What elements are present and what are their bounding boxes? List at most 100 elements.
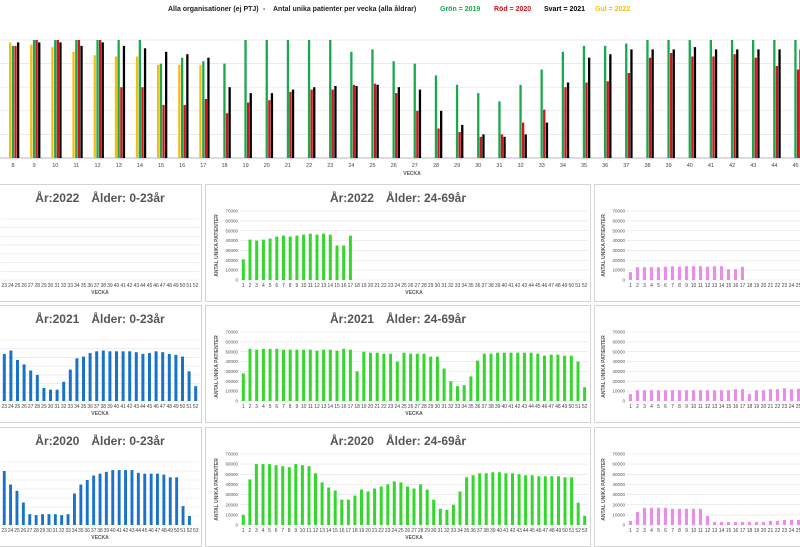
x-tick-label: 14 — [719, 528, 725, 534]
x-tick-label: 9 — [33, 163, 36, 169]
x-tick-label: 40 — [110, 528, 116, 534]
bar — [543, 355, 546, 401]
panel-2020-age-24-69: År:2020 Ålder: 24-69år 70000 60000 50000 400… — [205, 427, 591, 547]
bar — [225, 113, 229, 158]
x-tick-label: 5 — [657, 404, 660, 410]
bar — [768, 520, 772, 525]
y-tick-label: 40000 — [225, 238, 238, 243]
x-axis-label: VECKA — [405, 411, 423, 417]
x-tick-label: 37 — [623, 163, 629, 169]
x-tick-label: 46 — [536, 528, 542, 534]
bar — [635, 390, 639, 401]
y-tick-label: 10000 — [612, 513, 625, 518]
bar — [223, 63, 226, 158]
bar — [740, 389, 744, 401]
x-tick-label: 48 — [555, 404, 561, 410]
bar — [519, 84, 522, 158]
bar — [186, 54, 189, 159]
panel-age: Ålder: 0-23år — [91, 312, 165, 326]
y-tick-label: 70000 — [612, 330, 625, 335]
bar — [576, 502, 580, 525]
x-tick-label: 47 — [155, 528, 161, 534]
bar — [458, 132, 461, 158]
bar — [108, 351, 112, 401]
y-tick-label: 10000 — [612, 268, 625, 273]
bar — [261, 464, 265, 525]
bar — [55, 389, 59, 401]
x-axis-label: VECKA — [405, 290, 423, 296]
panel-2022-age-0-23: År:2022 Ålder: 0-23år 23 24 25 26 27 28 29 30 31 3… — [0, 184, 202, 302]
legend-2020: Röd = 2020 — [494, 6, 532, 13]
y-tick-label: 10000 — [225, 513, 238, 518]
bar — [373, 83, 377, 158]
bar — [138, 40, 141, 158]
panel-age: Ålder: 0-23år — [91, 191, 165, 205]
y-tick-label: 30000 — [225, 492, 238, 497]
bar — [98, 473, 102, 525]
bar — [479, 136, 482, 158]
x-tick-label: 40 — [502, 283, 508, 289]
bar — [51, 47, 54, 158]
x-tick-label: 39 — [107, 404, 113, 410]
y-tick-label: 0 — [622, 278, 625, 283]
bar — [395, 93, 398, 158]
x-tick-label: 8 — [678, 283, 681, 289]
x-tick-label: 9 — [685, 283, 688, 289]
x-tick-label: 9 — [685, 528, 688, 534]
x-tick-label: 48 — [167, 404, 173, 410]
x-tick-label: 14 — [719, 283, 725, 289]
bar — [104, 471, 108, 525]
bar — [175, 477, 179, 525]
x-tick-label: 24 — [789, 283, 795, 289]
x-tick-label: 38 — [101, 283, 107, 289]
bar — [768, 389, 772, 401]
panel-2021-age-0-23: År:2021 Ålder: 0-23år 23 24 25 26 27 28 29 30 31 3… — [0, 305, 202, 423]
x-tick-label: 19 — [243, 163, 249, 169]
y-tick-label: 70000 — [612, 452, 625, 457]
bar — [740, 522, 744, 525]
x-tick-label: 47 — [543, 528, 549, 534]
x-tick-label: 24 — [8, 404, 14, 410]
bar — [95, 351, 99, 401]
x-tick-label: 37 — [94, 404, 100, 410]
bar — [308, 349, 312, 401]
x-tick-label: 7 — [282, 404, 285, 410]
x-tick-label: 30 — [475, 163, 481, 169]
bar — [22, 364, 26, 401]
x-tick-label: 13 — [712, 283, 718, 289]
bar — [307, 466, 311, 525]
x-tick-label: 29 — [454, 163, 460, 169]
bar — [503, 136, 506, 158]
x-tick-label: 2 — [636, 528, 639, 534]
bar — [409, 353, 413, 401]
x-tick-label: 44 — [523, 528, 529, 534]
x-tick-label: 20 — [368, 283, 374, 289]
bar — [540, 69, 543, 158]
x-tick-label: 26 — [405, 528, 411, 534]
bar — [355, 86, 358, 158]
x-tick-label: 21 — [374, 404, 380, 410]
x-tick-label: 5 — [269, 283, 272, 289]
x-tick-label: 23 — [1, 528, 7, 534]
bar — [333, 490, 337, 525]
x-tick-label: 40 — [502, 404, 508, 410]
x-tick-label: 51 — [569, 528, 575, 534]
panel-age: Ålder: 24-69år — [385, 312, 467, 326]
x-tick-label: 44 — [528, 283, 534, 289]
bar — [174, 354, 178, 401]
x-tick-label: 41 — [120, 283, 126, 289]
x-tick-label: 14 — [326, 528, 332, 534]
x-tick-label: 10 — [52, 163, 58, 169]
y-tick-label: 20000 — [225, 379, 238, 384]
x-tick-label: 12 — [313, 528, 319, 534]
x-axis-label: VECKA — [91, 535, 109, 541]
bar — [566, 82, 570, 158]
y-tick-label: 40000 — [612, 238, 625, 243]
org-label: Alla organisationer (ej PTJ) — [168, 6, 259, 13]
bar — [796, 69, 800, 158]
x-tick-label: 42 — [127, 283, 133, 289]
bar — [649, 507, 653, 525]
bar — [248, 348, 252, 401]
x-tick-label: 49 — [556, 528, 562, 534]
bar — [322, 349, 326, 401]
